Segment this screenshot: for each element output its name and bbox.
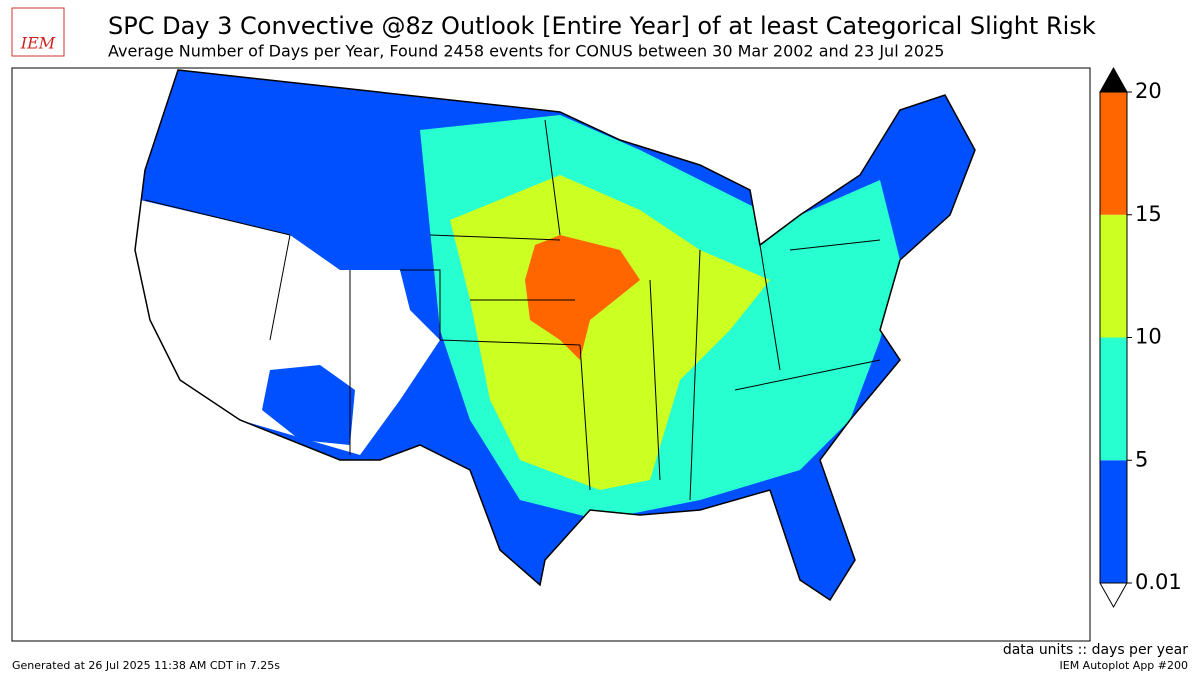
colorbar: 0.01 5 10 15 20 <box>1099 66 1182 609</box>
colorbar-tick-label: 15 <box>1135 202 1162 226</box>
region-level-4 <box>525 235 640 360</box>
us-outline <box>134 69 976 602</box>
app-note: IEM Autoplot App #200 <box>1060 659 1189 672</box>
subtitle: Average Number of Days per Year, Found 2… <box>108 42 944 61</box>
colorbar-segment <box>1100 337 1127 461</box>
state-lines <box>144 119 881 501</box>
colorbar-tick-label: 10 <box>1135 325 1162 349</box>
generated-note: Generated at 26 Jul 2025 11:38 AM CDT in… <box>12 659 280 672</box>
units-label: data units :: days per year <box>1003 642 1188 658</box>
colorbar-tick-label: 5 <box>1135 447 1148 471</box>
region-level-1 <box>262 365 355 445</box>
logo-text: IEM <box>20 34 56 53</box>
colorbar-under <box>1099 582 1128 609</box>
region-none <box>135 200 440 455</box>
logo: IEM <box>11 7 65 57</box>
region-level-3 <box>450 175 770 490</box>
colorbar-tick-label: 20 <box>1135 79 1162 103</box>
colorbar-segment <box>1100 460 1127 583</box>
colorbar-segment <box>1100 92 1127 215</box>
colorbar-segment <box>1100 214 1127 338</box>
title: SPC Day 3 Convective @8z Outlook [Entire… <box>108 12 1096 40</box>
logo-box <box>11 7 65 57</box>
colorbar-over <box>1099 66 1128 93</box>
colorbar-tick-label: 0.01 <box>1135 570 1182 594</box>
